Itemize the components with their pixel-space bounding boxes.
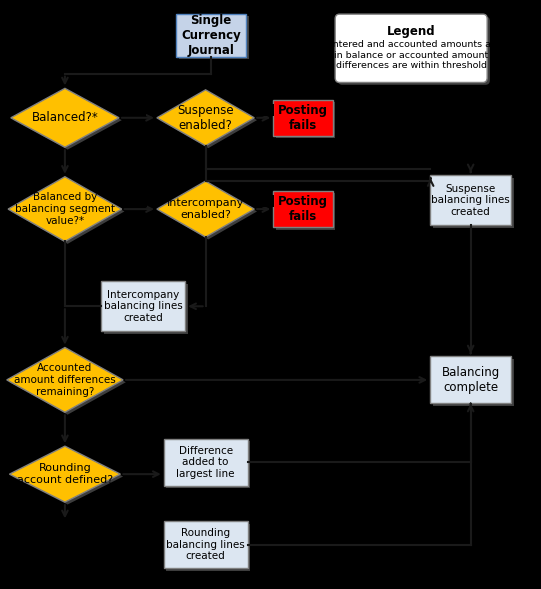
Text: Posting
fails: Posting fails	[278, 195, 328, 223]
Polygon shape	[9, 350, 126, 415]
Text: Yes: Yes	[77, 155, 94, 165]
FancyBboxPatch shape	[433, 359, 514, 406]
Text: No: No	[259, 105, 273, 115]
Text: Legend: Legend	[387, 25, 436, 38]
FancyBboxPatch shape	[163, 439, 248, 486]
Text: Yes: Yes	[77, 250, 94, 259]
Polygon shape	[157, 90, 254, 145]
Text: Yes: Yes	[78, 421, 95, 430]
Text: Yes: Yes	[211, 245, 227, 255]
FancyBboxPatch shape	[102, 282, 185, 331]
Text: Rounding
balancing lines
created: Rounding balancing lines created	[166, 528, 245, 561]
FancyBboxPatch shape	[163, 521, 248, 568]
FancyBboxPatch shape	[430, 176, 511, 225]
Text: No: No	[132, 196, 147, 206]
FancyBboxPatch shape	[433, 178, 514, 227]
Polygon shape	[6, 348, 123, 412]
Text: Suspense
enabled?: Suspense enabled?	[177, 104, 234, 132]
FancyBboxPatch shape	[273, 191, 333, 227]
Text: Intercompany
balancing lines
created: Intercompany balancing lines created	[104, 290, 183, 323]
Text: Balanced by
balancing segment
value?*: Balanced by balancing segment value?*	[15, 193, 115, 226]
FancyBboxPatch shape	[338, 16, 490, 85]
Text: Intercompany
enabled?: Intercompany enabled?	[167, 198, 245, 220]
Polygon shape	[8, 177, 122, 241]
FancyBboxPatch shape	[276, 193, 335, 230]
Text: No: No	[131, 105, 145, 114]
FancyBboxPatch shape	[176, 14, 246, 57]
Polygon shape	[11, 179, 124, 244]
Text: Difference
added to
largest line: Difference added to largest line	[176, 446, 235, 479]
Text: Rounding
account defined?: Rounding account defined?	[17, 464, 113, 485]
Polygon shape	[12, 449, 123, 504]
Text: No: No	[269, 367, 283, 376]
Text: Yes: Yes	[77, 510, 94, 520]
FancyBboxPatch shape	[167, 524, 250, 571]
FancyBboxPatch shape	[104, 284, 188, 333]
Polygon shape	[157, 181, 254, 237]
Text: Balancing
complete: Balancing complete	[441, 366, 500, 394]
FancyBboxPatch shape	[430, 356, 511, 403]
Text: Single
Currency
Journal: Single Currency Journal	[181, 14, 241, 57]
Polygon shape	[14, 91, 122, 150]
Text: Yes: Yes	[227, 153, 243, 163]
Text: No: No	[259, 197, 273, 206]
Polygon shape	[10, 446, 120, 502]
Text: No: No	[128, 462, 143, 471]
Text: Suspense
balancing lines
created: Suspense balancing lines created	[431, 184, 510, 217]
FancyBboxPatch shape	[276, 102, 335, 138]
FancyBboxPatch shape	[273, 100, 333, 136]
Text: Balanced?*: Balanced?*	[31, 111, 98, 124]
FancyBboxPatch shape	[167, 441, 250, 488]
FancyBboxPatch shape	[179, 16, 249, 59]
Text: Posting
fails: Posting fails	[278, 104, 328, 132]
Text: *Entered and accounted amounts are
in balance or accounted amount
differences ar: *Entered and accounted amounts are in ba…	[322, 41, 500, 70]
Polygon shape	[160, 92, 257, 148]
Polygon shape	[160, 184, 257, 239]
FancyBboxPatch shape	[335, 14, 487, 82]
Polygon shape	[11, 88, 119, 147]
Text: Accounted
amount differences
remaining?: Accounted amount differences remaining?	[14, 363, 116, 396]
